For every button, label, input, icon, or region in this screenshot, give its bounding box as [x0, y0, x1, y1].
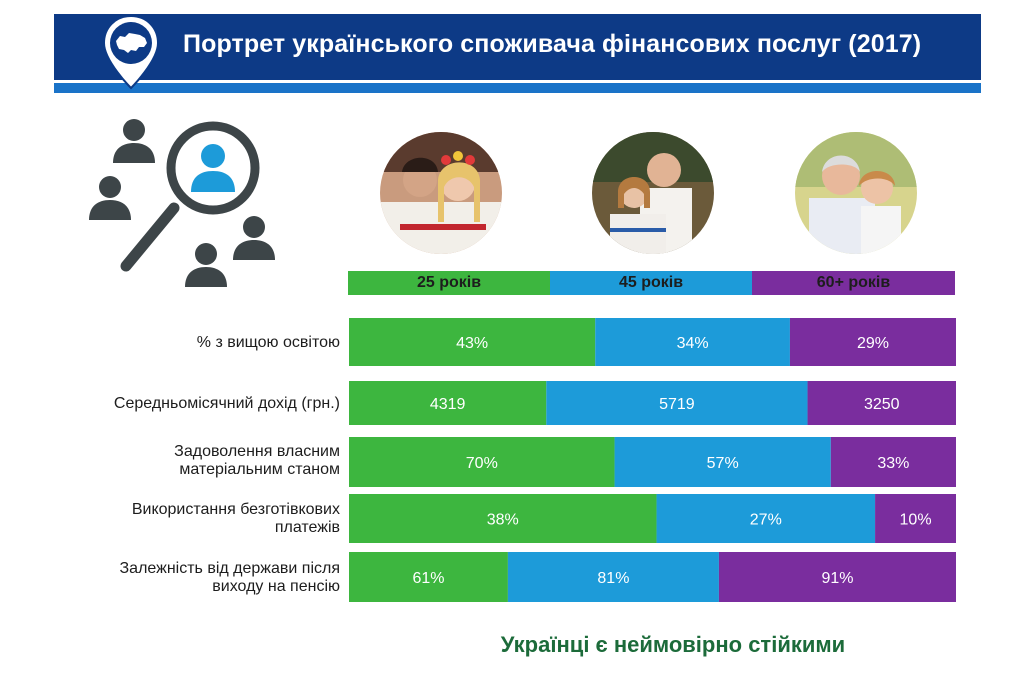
label-dependency-45: 81% [597, 570, 629, 587]
label-cashless-60: 10% [900, 512, 932, 529]
header-bar [54, 14, 981, 82]
bar-education-25 [349, 318, 596, 366]
bar-education-45 [595, 318, 790, 366]
people-search-icon [89, 119, 275, 287]
label-dependency-25: 61% [412, 570, 444, 587]
bar-cashless-60 [875, 494, 956, 543]
bar-income-45 [546, 381, 808, 425]
bar-satisfaction-60 [830, 437, 956, 487]
young-couple-photo [380, 132, 502, 254]
row-label-line: Середньомісячний дохід (грн.) [113, 395, 340, 412]
row-label-line: Залежність від держави після [119, 560, 341, 577]
bar-dependency-45 [507, 552, 719, 602]
label-income-45: 5719 [659, 396, 695, 413]
row-label-line: матеріальним станом [179, 461, 340, 478]
ukraine-map-pin-icon [102, 14, 160, 90]
row-label-line: виходу на пенсію [212, 578, 340, 595]
row-label-income: Середньомісячний дохід (грн.) [40, 395, 340, 413]
legend-45: 45 років [550, 271, 752, 295]
label-income-60: 3250 [864, 396, 900, 413]
page-number-fragment [942, 687, 966, 696]
bar-dependency-25 [349, 552, 508, 602]
age-group-legend: 25 років 45 років 60+ років [348, 271, 955, 295]
page-title: Портрет українського споживача фінансови… [183, 30, 922, 58]
bar-satisfaction-45 [614, 437, 831, 487]
row-label-dependency: Залежність від держави після виходу на п… [40, 560, 341, 596]
bar-income-25 [349, 381, 547, 425]
legend-25: 25 років [348, 271, 550, 295]
label-income-25: 4319 [430, 396, 466, 413]
label-cashless-45: 27% [750, 512, 782, 529]
bar-income-60 [807, 381, 956, 425]
bar-cashless-25 [349, 494, 657, 543]
senior-couple-photo [795, 132, 917, 254]
label-cashless-25: 38% [487, 512, 519, 529]
header-accent-line [54, 82, 981, 93]
row-label-cashless: Використання безготівкових платежів [40, 501, 340, 537]
label-satisfaction-25: 70% [466, 455, 498, 472]
row-label-education: % з вищою освітою [40, 334, 340, 352]
label-dependency-60: 91% [821, 570, 853, 587]
bar-satisfaction-25 [349, 437, 615, 487]
label-education-60: 29% [857, 335, 889, 352]
legend-60: 60+ років [752, 271, 955, 295]
header-divider [54, 80, 981, 83]
label-satisfaction-60: 33% [877, 455, 909, 472]
row-label-line: Використання безготівкових [131, 501, 340, 518]
row-label-satisfaction: Задоволення власним матеріальним станом [40, 443, 340, 479]
bar-dependency-60 [718, 552, 956, 602]
label-education-45: 34% [677, 335, 709, 352]
bar-education-60 [789, 318, 956, 366]
label-satisfaction-45: 57% [707, 455, 739, 472]
label-education-25: 43% [456, 335, 488, 352]
middle-aged-couple-photo [592, 132, 714, 254]
row-label-line: платежів [274, 519, 340, 536]
bar-cashless-45 [656, 494, 876, 543]
row-label-line: % з вищою освітою [196, 334, 340, 351]
slogan: Українці є неймовірно стійкими [500, 632, 846, 657]
row-label-line: Задоволення власним [174, 443, 340, 460]
